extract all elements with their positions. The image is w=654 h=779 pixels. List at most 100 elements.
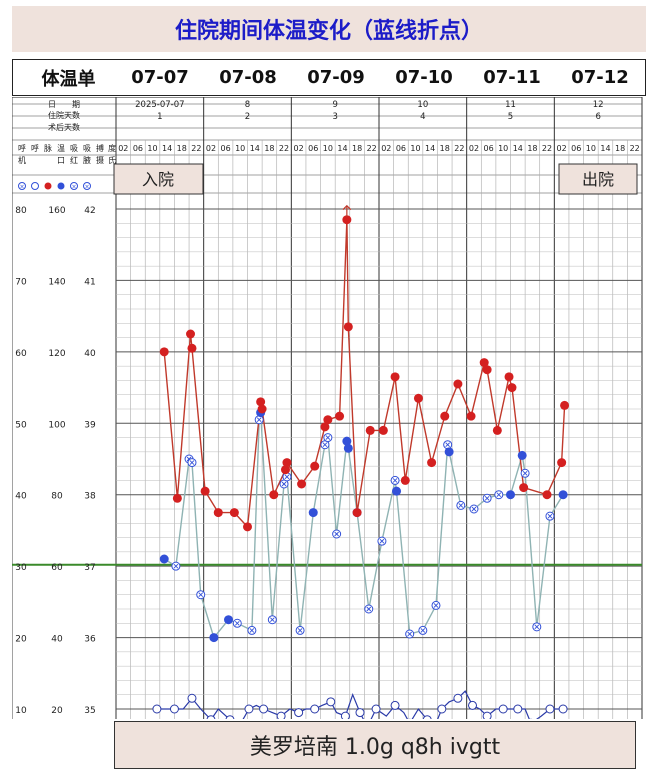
day-cell: 1 xyxy=(157,112,162,122)
scale-label: 120 xyxy=(48,349,65,359)
header-date: 07-12 xyxy=(571,67,629,88)
scale-label: 41 xyxy=(84,277,95,287)
hour-label: 18 xyxy=(352,144,362,153)
pulse-point xyxy=(282,458,292,468)
temperature-point-x xyxy=(433,603,439,608)
hour-label: 10 xyxy=(498,144,508,153)
respiration-point xyxy=(259,704,269,714)
respiration-point xyxy=(545,704,555,714)
sheet-label: 体温单 xyxy=(41,68,96,90)
pulse-point xyxy=(482,365,492,375)
temperature-line xyxy=(163,412,564,640)
hour-label: 14 xyxy=(250,144,260,153)
temperature-point-x xyxy=(281,481,287,487)
date-cell: 9 xyxy=(332,100,337,110)
temperature-point-x xyxy=(407,631,413,637)
hour-label: 22 xyxy=(191,144,201,153)
admit-annotation-box xyxy=(113,163,204,195)
temperature-point xyxy=(343,443,353,453)
temperature-point-x xyxy=(379,538,385,544)
temperature-point-x xyxy=(522,470,528,476)
grid-lines xyxy=(12,97,643,719)
hour-label: 14 xyxy=(162,144,172,153)
hour-label: 02 xyxy=(206,144,216,153)
row-label: 术后天数 xyxy=(48,122,80,132)
day-cell: 3 xyxy=(332,112,337,122)
legend-circle-icon xyxy=(31,182,39,190)
hour-label: 22 xyxy=(542,144,552,153)
pulse-point xyxy=(342,215,352,225)
side-header: 吸 xyxy=(70,144,78,153)
scale-label: 10 xyxy=(15,706,27,716)
scale-label: 60 xyxy=(51,563,63,573)
scale-label: 39 xyxy=(84,420,96,430)
scale-label: 42 xyxy=(84,206,95,216)
scale-label: 40 xyxy=(51,635,63,645)
pulse-point xyxy=(492,425,502,435)
scale-label: 37 xyxy=(84,563,95,573)
temperature-point xyxy=(209,633,219,643)
temperature-point xyxy=(308,508,318,518)
hour-label: 18 xyxy=(615,144,625,153)
temperature-point-x xyxy=(547,513,553,519)
hour-label: 14 xyxy=(600,144,610,153)
pulse-point xyxy=(504,372,514,382)
pulse-point xyxy=(297,479,307,489)
hour-label: 10 xyxy=(235,144,245,153)
side-header: 腋 xyxy=(83,155,91,165)
temperature-point-x xyxy=(534,624,540,630)
day-cell: 2 xyxy=(245,112,250,122)
pulse-point xyxy=(560,400,570,410)
pulse-point xyxy=(269,490,279,500)
legend-dot-icon xyxy=(57,182,65,190)
side-header: 呼 xyxy=(18,143,26,153)
temperature-point xyxy=(159,554,169,564)
respiration-point xyxy=(206,715,216,719)
hour-label: 06 xyxy=(571,144,581,153)
pulse-point xyxy=(186,329,196,339)
respiration-point xyxy=(169,704,179,714)
temperature-point xyxy=(444,447,454,457)
hour-label: 22 xyxy=(630,144,640,153)
pulse-point xyxy=(479,358,489,368)
scale-label: 60 xyxy=(15,349,27,359)
respiration-point xyxy=(453,693,463,703)
scale-label: 30 xyxy=(15,563,27,573)
respiration-point xyxy=(390,700,400,710)
pulse-point xyxy=(557,458,567,468)
respiration-point xyxy=(482,711,492,719)
scale-label: 20 xyxy=(15,635,27,645)
date-cell: 12 xyxy=(593,100,604,110)
scale-label: 70 xyxy=(15,277,27,287)
pulse-point xyxy=(378,425,388,435)
pulse-point xyxy=(335,411,345,421)
temperature-point-x xyxy=(392,478,398,483)
respiration-point xyxy=(437,704,447,714)
temperature-point-x xyxy=(496,492,502,498)
header-date: 07-10 xyxy=(395,67,453,88)
header-date: 07-08 xyxy=(219,67,277,88)
scale-label: 40 xyxy=(84,349,96,359)
medication-note: 美罗培南 1.0g q8h ivgtt xyxy=(114,721,636,769)
temperature-point-x xyxy=(322,442,328,448)
pulse-point xyxy=(453,379,463,389)
temperature-point-x xyxy=(249,628,255,633)
temperature-point-x xyxy=(256,417,262,423)
pulse-point xyxy=(542,490,552,500)
date-cell: 10 xyxy=(417,100,428,110)
date-cell: 2025-07-07 xyxy=(135,100,184,110)
pulse-point xyxy=(256,397,266,407)
respiration-point xyxy=(355,708,365,718)
temperature-point xyxy=(506,490,515,500)
legend-circle-icon xyxy=(18,182,26,190)
pulse-point xyxy=(229,508,239,518)
hour-label: 10 xyxy=(147,144,157,153)
scale-label: 50 xyxy=(15,420,27,430)
hour-label: 06 xyxy=(133,144,143,153)
hour-label: 14 xyxy=(425,144,435,153)
respiration-point xyxy=(340,711,350,719)
side-header: 机 xyxy=(18,155,26,165)
temperature-point-x xyxy=(234,620,240,626)
scale-label: 36 xyxy=(84,635,96,645)
